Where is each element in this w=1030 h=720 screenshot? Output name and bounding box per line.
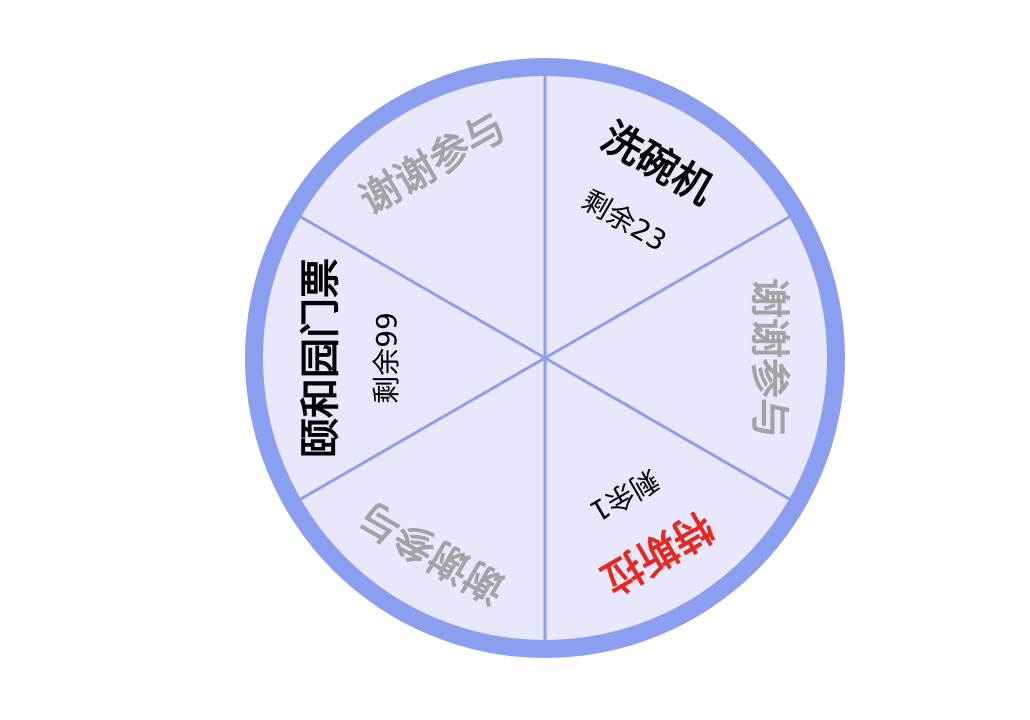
segment-prize-label: 谢谢参与 (746, 278, 792, 438)
segment-divider (544, 215, 790, 360)
segment-remaining-count: 剩余99 (370, 312, 403, 404)
segment-prize-label: 颐和园门票 (298, 258, 344, 458)
wheel-segment[interactable]: 谢谢参与 (746, 278, 792, 438)
wheel-segment[interactable]: 颐和园门票 剩余99 (298, 258, 403, 458)
segment-dividers (300, 76, 790, 640)
segment-divider (300, 215, 546, 360)
segment-divider (300, 356, 546, 501)
segment-divider (544, 356, 790, 501)
